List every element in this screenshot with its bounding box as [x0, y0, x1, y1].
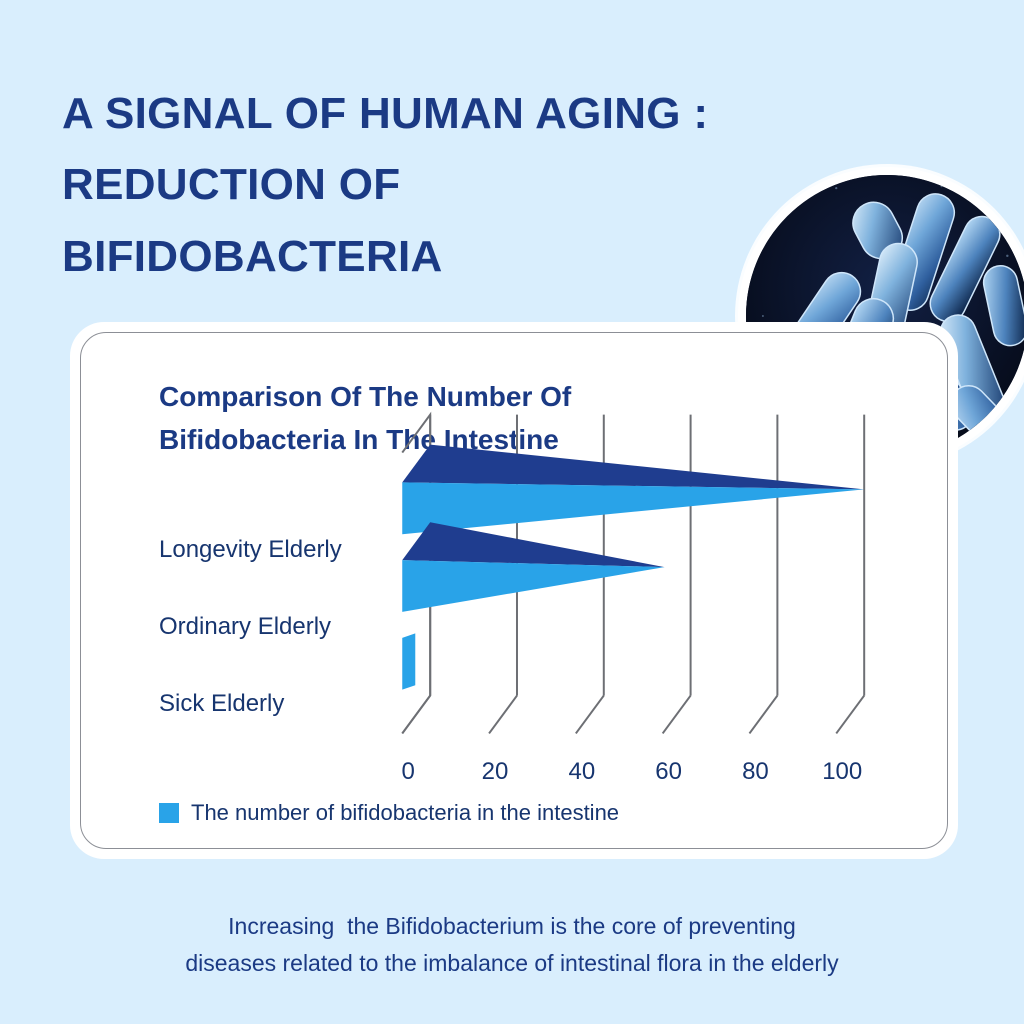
chart-card: Comparison Of The Number Of Bifidobacter…: [70, 322, 958, 859]
chart-x-tick-label: 0: [401, 758, 415, 785]
chart-x-tick-label: 40: [568, 758, 596, 785]
chart-x-tick-label: 20: [481, 758, 509, 785]
chart-legend: The number of bifidobacteria in the inte…: [159, 800, 619, 826]
chart-x-tick-label: 100: [822, 758, 863, 785]
chart-gridline: [661, 414, 692, 735]
chart-gridline: [835, 414, 866, 735]
footer-caption: Increasing the Bifidobacterium is the co…: [0, 908, 1024, 983]
chart-bar: [402, 444, 865, 535]
chart-category-label-ordinary-elderly: Ordinary Elderly: [159, 613, 332, 640]
chart-gridline: [748, 414, 779, 735]
chart-title-line-1: Comparison Of The Number Of: [159, 381, 572, 412]
chart-category-label-sick-elderly: Sick Elderly: [159, 690, 285, 717]
chart-x-tick-label: 60: [655, 758, 682, 785]
page-title-line-2: REDUCTION OF: [62, 160, 401, 210]
chart-category-label-longevity-elderly: Longevity Elderly: [159, 536, 342, 563]
legend-swatch-icon: [159, 803, 179, 823]
chart-title-line-2: Bifidobacteria In The Intestine: [159, 424, 559, 456]
chart-bar: [402, 522, 665, 612]
footer-caption-line-2: diseases related to the imbalance of int…: [185, 950, 839, 977]
chart-x-tick-label: 80: [742, 758, 769, 785]
chart-gridline: [575, 414, 605, 735]
chart-title: Comparison Of The Number Of Bifidobacter…: [159, 375, 739, 462]
page-title-line-3: BIFIDOBACTERIA: [62, 231, 443, 281]
page-title: A SIGNAL OF HUMAN AGING : REDUCTION OF B…: [62, 78, 752, 292]
chart-bar: [402, 633, 416, 690]
chart-svg: [401, 411, 866, 735]
page-title-line-1: A SIGNAL OF HUMAN AGING :: [62, 89, 709, 138]
footer-caption-line-1: Increasing the Bifidobacterium is the co…: [228, 913, 796, 939]
chart-card-inner: Comparison Of The Number Of Bifidobacter…: [80, 332, 948, 849]
chart-plot-area: [81, 333, 947, 848]
legend-label: The number of bifidobacteria in the inte…: [191, 800, 620, 825]
